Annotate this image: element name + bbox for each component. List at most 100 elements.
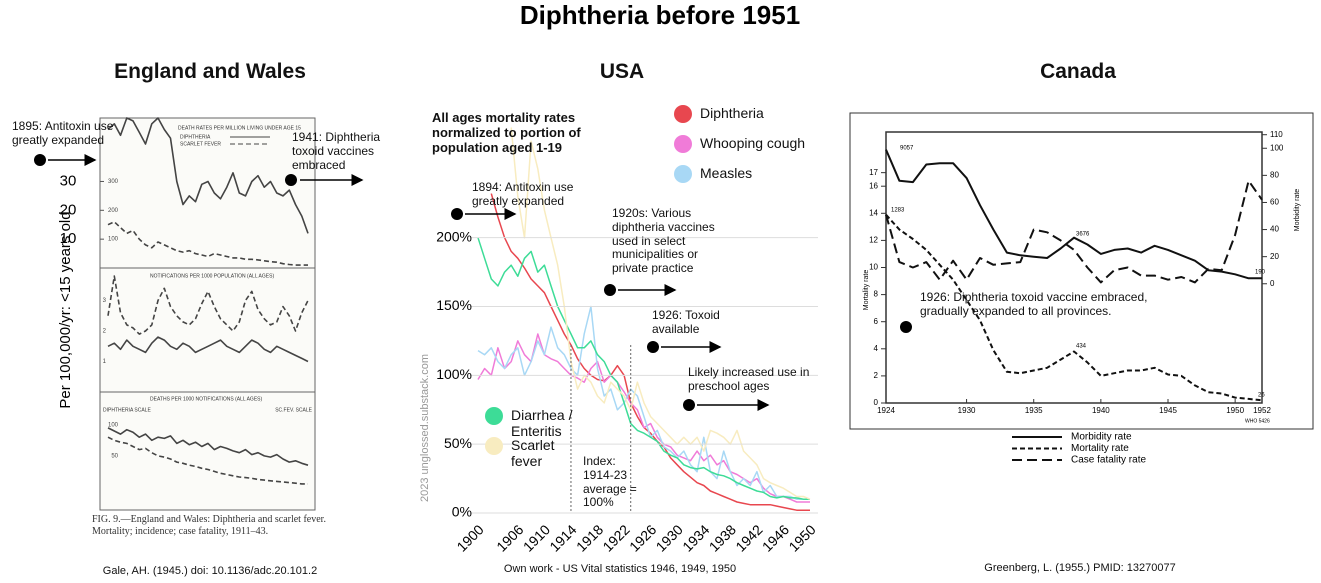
panel-source: Greenberg, L. (1955.) PMID: 13270077: [984, 562, 1176, 574]
point-label: 434: [1076, 344, 1087, 350]
x-tick-label: 1950: [1226, 406, 1244, 415]
y-axis-label: Mortality rate: [863, 270, 870, 311]
y-tick-label: 17: [869, 168, 878, 177]
y-tick-label: 50%: [444, 435, 472, 451]
point-label: 9057: [900, 146, 914, 152]
x-tick-label: 1938: [706, 521, 739, 554]
annotation-dot: [285, 174, 297, 186]
x-tick-label: 1918: [573, 521, 606, 554]
legend-label: Case fatality rate: [1071, 455, 1146, 466]
scan-label: DIPHTHERIA SCALE: [103, 407, 151, 413]
legend-label: Diphtheria: [700, 105, 764, 121]
y-tick-label: 4: [874, 344, 879, 353]
legend-label: Mortality rate: [1071, 443, 1129, 454]
panel-title: USA: [599, 60, 645, 83]
scan-label: NOTIFICATIONS PER 1000 POPULATION (ALL A…: [150, 273, 274, 279]
panel-source: Own work - US Vital statistics 1946, 194…: [503, 563, 737, 575]
x-tick-label: 1945: [1159, 406, 1177, 415]
annotation: 1941: Diphtheria toxoid vaccines embrace…: [292, 130, 381, 172]
y-tick-label: 1: [103, 359, 107, 365]
x-tick-label: 1924: [877, 406, 895, 415]
legend-label: Measles: [700, 165, 753, 181]
y-tick-label: 100%: [436, 366, 472, 382]
series-line: [107, 336, 309, 363]
y2-tick-label: 80: [1270, 170, 1279, 179]
y-tick-label: 16: [869, 181, 878, 190]
y2-tick-label: 20: [1270, 252, 1279, 261]
y-tick-label: 0%: [452, 504, 472, 520]
scan-label: DEATHS PER 1000 NOTIFICATIONS (ALL AGES): [150, 396, 262, 402]
y-tick-label: 50: [111, 453, 118, 459]
y-tick-label: 100: [108, 237, 119, 243]
y2-tick-label: 100: [1270, 143, 1284, 152]
annotation: 1894: Antitoxin use greatly expanded: [472, 180, 574, 208]
y-tick-label: 10: [869, 263, 878, 272]
y-tick-label: 6: [874, 317, 879, 326]
legend-label: DIPHTHERIA: [180, 134, 211, 140]
y-tick-label: 2: [103, 329, 107, 335]
annotation: 1926: Diphtheria toxoid vaccine embraced…: [920, 290, 1148, 318]
y2-tick-label: 10: [60, 230, 77, 247]
x-tick-label: 1922: [599, 521, 632, 554]
annotation-dot: [34, 154, 46, 166]
y-tick-label: 14: [869, 208, 878, 217]
x-tick-label: 1910: [520, 521, 553, 554]
x-tick-label: 1906: [493, 521, 526, 554]
x-tick-label: 1930: [958, 406, 976, 415]
index-note: Index: 1914-23 average = 100%: [583, 454, 637, 510]
legend-swatch: [485, 407, 503, 425]
watermark: 2023 unglossed.substack.com: [419, 354, 431, 502]
series-line: [107, 436, 308, 485]
panel-source: Gale, AH. (1945.) doi: 10.1136/adc.20.10…: [102, 565, 318, 577]
annotation-dot: [647, 341, 659, 353]
y-tick-label: 150%: [436, 297, 472, 313]
legend-label: Scarlet fever: [511, 437, 555, 470]
y-tick-label: 2: [874, 371, 879, 380]
series-line: [107, 427, 309, 466]
scan-frame: [99, 117, 316, 511]
y2-tick-label: 60: [1270, 198, 1279, 207]
x-tick-label: 1942: [732, 521, 765, 554]
y-tick-label: 200%: [436, 228, 472, 244]
legend-swatch: [674, 135, 692, 153]
point-label: 190: [1255, 270, 1266, 276]
x-tick-label: 1940: [1092, 406, 1110, 415]
panel-title: England and Wales: [114, 60, 306, 83]
annotation: 1926: Toxoid available: [652, 308, 720, 336]
annotation: Likely increased use in preschool ages: [688, 365, 810, 393]
x-tick-label: 1934: [679, 521, 712, 554]
series-line: [885, 214, 1263, 402]
y2-tick-label: 20: [60, 201, 77, 218]
x-tick-label: 1935: [1025, 406, 1043, 415]
annotation-dot: [900, 321, 912, 333]
series-line: [477, 237, 810, 500]
x-tick-label: 1950: [785, 521, 818, 554]
page-title: Diphtheria before 1951: [520, 0, 800, 30]
scan-label: DEATH RATES PER MILLION LIVING UNDER AGE…: [178, 125, 301, 131]
scan-label: SC.FEV. SCALE: [275, 407, 312, 413]
legend-label: Whooping cough: [700, 135, 806, 151]
panel-title: Canada: [1040, 60, 1116, 83]
figure-code: WHO 5426: [1245, 418, 1270, 424]
legend-label: SCARLET FEVER: [180, 141, 221, 147]
point-label: 26: [1258, 393, 1265, 399]
legend-label: Morbidity rate: [1071, 432, 1132, 443]
annotation-dot: [683, 399, 695, 411]
y-tick-label: 12: [869, 236, 878, 245]
x-tick-label: 1952: [1253, 406, 1271, 415]
annotation: 1920s: Various diphtheria vaccines used …: [612, 206, 715, 276]
annotation: 1895: Antitoxin use greatly expanded: [12, 119, 114, 147]
subtitle: All ages mortality rates normalized to p…: [432, 110, 581, 155]
legend-swatch: [674, 165, 692, 183]
x-tick-label: 1914: [546, 521, 579, 554]
y-tick-label: 100: [108, 422, 119, 428]
y-tick-label: 0: [874, 398, 879, 407]
x-tick-label: 1946: [759, 521, 792, 554]
scan-caption: FIG. 9.—England and Wales: Diphtheria an…: [92, 514, 326, 537]
y2-tick-label: 40: [1270, 225, 1279, 234]
point-label: 3676: [1076, 232, 1090, 238]
y2-tick-label: 30: [60, 172, 77, 189]
series-line: [510, 127, 811, 500]
